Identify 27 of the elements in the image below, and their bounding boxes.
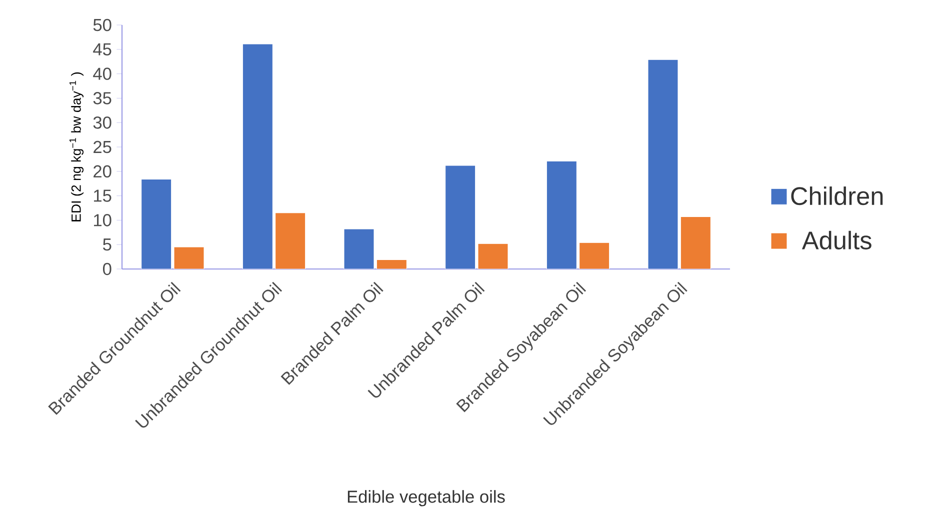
bar [579, 242, 610, 269]
bar [445, 165, 476, 269]
y-tick-label: 30 [93, 116, 112, 129]
bar [242, 44, 273, 269]
bar [648, 59, 678, 269]
bar [478, 243, 508, 269]
bar [174, 246, 204, 269]
bar [680, 216, 711, 269]
y-tick-label: 15 [94, 190, 112, 202]
bar [275, 212, 306, 269]
y-axis-title: EDI (2 ng kg$^{−1}$ bw day$^{−1}$ ) [70, 72, 84, 222]
y-tick-label: 50 [93, 18, 112, 32]
x-axis-title: Edible vegetable oils [348, 490, 505, 506]
y-tick-label: 5 [103, 238, 112, 251]
y-tick-label: 35 [93, 92, 112, 104]
legend-label: Children [791, 186, 883, 206]
legend-label: Adults [802, 230, 872, 250]
y-tick-label: 10 [94, 214, 112, 226]
y-tick-label: 0 [102, 262, 112, 276]
y-tick-label: 45 [93, 43, 112, 56]
bar [376, 260, 407, 269]
y-tick-label: 40 [93, 68, 112, 80]
bar [546, 160, 577, 269]
y-tick-label: 20 [94, 165, 112, 178]
bar [141, 178, 172, 269]
bar [344, 228, 374, 269]
y-tick-label: 25 [94, 140, 112, 154]
